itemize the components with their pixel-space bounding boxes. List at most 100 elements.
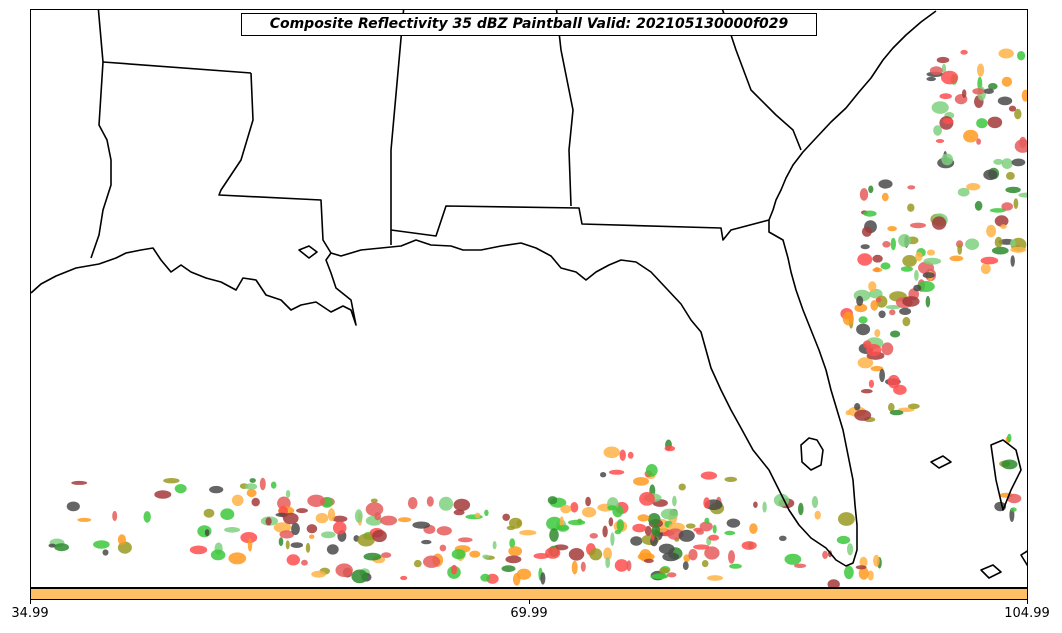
reflectivity-blob (453, 498, 471, 512)
reflectivity-blob (501, 565, 516, 572)
reflectivity-blob (1005, 186, 1021, 194)
reflectivity-blob (351, 569, 369, 584)
reflectivity-blob (858, 567, 869, 580)
reflectivity-blob (647, 513, 661, 526)
reflectivity-blob (986, 224, 997, 238)
reflectivity-blob (568, 548, 585, 561)
reflectivity-blob (941, 70, 959, 85)
reflectivity-blob (885, 305, 901, 310)
reflectivity-blob (608, 469, 625, 475)
reflectivity-blob (332, 515, 348, 523)
reflectivity-blob (860, 244, 870, 250)
reflectivity-blob (913, 284, 922, 292)
reflectivity-blob (372, 529, 387, 543)
reflectivity-blob (1010, 507, 1017, 512)
reflectivity-blob (589, 548, 603, 561)
reflectivity-blob (112, 510, 118, 522)
reflectivity-blob (203, 508, 215, 518)
reflectivity-blob (890, 237, 896, 251)
reflectivity-blob (174, 484, 187, 494)
reflectivity-blob (712, 524, 717, 534)
reflectivity-blob (941, 153, 954, 166)
reflectivity-blob (784, 553, 802, 565)
reflectivity-blob (987, 116, 1003, 129)
reflectivity-blob (868, 379, 875, 388)
reflectivity-blob (897, 407, 915, 413)
reflectivity-blob (639, 492, 655, 506)
reflectivity-blob (549, 528, 559, 542)
reflectivity-blob (962, 89, 967, 98)
reflectivity-blob (889, 309, 896, 316)
reflectivity-blob (249, 478, 256, 483)
reflectivity-blob (993, 158, 1004, 165)
la-ms-border (90, 10, 112, 259)
reflectivity-blob (632, 523, 647, 533)
reflectivity-blob (436, 526, 452, 536)
reflectivity-blob (1000, 224, 1007, 229)
ga-sc-border (721, 10, 802, 151)
reflectivity-blob (925, 295, 931, 308)
reflectivity-blob (683, 554, 691, 563)
reflectivity-blob (651, 573, 669, 580)
ms-al-border (218, 72, 332, 254)
reflectivity-blob (1007, 433, 1012, 443)
reflectivity-blob (972, 88, 985, 95)
colorbar-tick-min (30, 600, 31, 604)
reflectivity-paintball-layer (48, 48, 1027, 587)
reflectivity-blob (868, 281, 877, 292)
reflectivity-blob (509, 538, 516, 548)
reflectivity-blob (880, 262, 891, 270)
reflectivity-blob (678, 529, 695, 542)
reflectivity-blob (902, 316, 911, 327)
gulf-coastline (31, 10, 937, 567)
reflectivity-blob (983, 88, 994, 94)
reflectivity-blob (627, 451, 634, 459)
reflectivity-blob (644, 525, 652, 536)
reflectivity-blob (726, 518, 741, 528)
reflectivity-blob (994, 215, 1009, 227)
reflectivity-blob (927, 249, 935, 256)
map-canvas (31, 10, 1027, 587)
reflectivity-blob (458, 537, 473, 543)
reflectivity-blob (309, 534, 315, 539)
reflectivity-blob (949, 255, 964, 262)
reflectivity-blob (974, 200, 983, 211)
reflectivity-blob (762, 501, 767, 513)
reflectivity-blob (602, 525, 608, 538)
reflectivity-blob (960, 49, 968, 55)
reflectivity-blob (321, 531, 336, 539)
reflectivity-blob (492, 541, 497, 550)
reflectivity-blob (963, 129, 979, 143)
reflectivity-blob (728, 550, 735, 564)
reflectivity-blob (270, 481, 277, 489)
reflectivity-blob (245, 483, 258, 490)
reflectivity-blob (965, 238, 980, 250)
reflectivity-blob (480, 573, 491, 582)
reflectivity-blob (616, 519, 624, 532)
reflectivity-blob (854, 303, 868, 313)
reflectivity-blob (423, 555, 441, 568)
reflectivity-blob (1011, 158, 1026, 167)
reflectivity-blob (856, 295, 864, 306)
reflectivity-blob (296, 508, 308, 514)
reflectivity-blob (605, 557, 611, 569)
reflectivity-blob (888, 402, 895, 412)
reflectivity-blob (707, 575, 723, 581)
reflectivity-blob (439, 544, 447, 552)
reflectivity-blob (664, 445, 676, 452)
reflectivity-blob (688, 549, 698, 561)
reflectivity-blob (286, 554, 300, 566)
reflectivity-blob (363, 552, 382, 561)
reflectivity-blob (315, 513, 329, 524)
reflectivity-blob (910, 222, 926, 229)
reflectivity-blob (658, 543, 675, 554)
reflectivity-blob (794, 563, 807, 568)
reflectivity-blob (228, 552, 247, 565)
reflectivity-blob (71, 480, 88, 485)
reflectivity-blob (933, 125, 942, 136)
map-panel (30, 9, 1028, 588)
reflectivity-blob (285, 490, 291, 498)
reflectivity-blob (700, 471, 718, 480)
reflectivity-blob (571, 560, 578, 575)
reflectivity-blob (926, 76, 936, 82)
